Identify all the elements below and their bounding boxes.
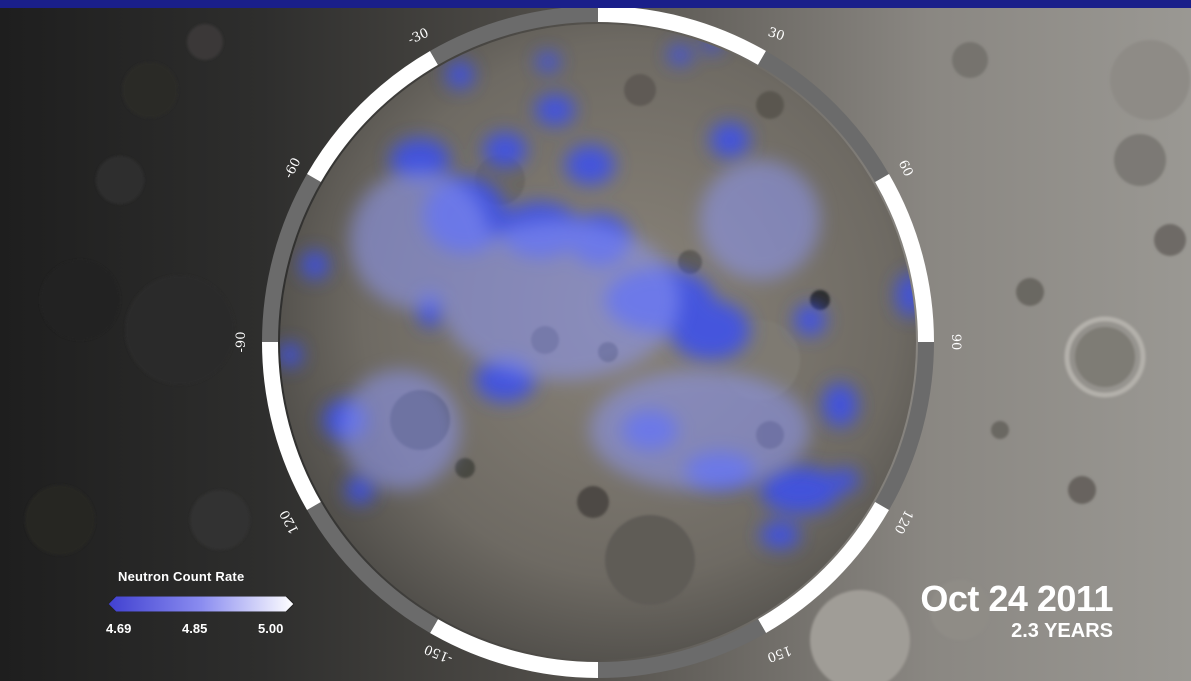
ring-segment — [597, 6, 766, 65]
ring-segment — [430, 619, 599, 678]
ring-segment — [307, 501, 439, 633]
ring-segment — [262, 341, 321, 510]
legend-mid-label: 4.85 — [182, 621, 208, 636]
ring-label-60: 60 — [895, 158, 916, 179]
legend-color-bar — [108, 596, 294, 612]
legend-max-label: 5.00 — [258, 621, 284, 636]
ring-label-30: 30 — [766, 25, 786, 44]
elapsed-time-label: 2.3 YEARS — [1011, 620, 1113, 642]
neutron-count-legend: Neutron Count Rate 4.69 4.85 5.00 — [100, 566, 300, 646]
background-craters — [25, 24, 1190, 681]
ring-segment — [875, 341, 934, 510]
ring-segment — [262, 174, 321, 343]
ring-segment — [875, 174, 934, 343]
longitude-ring — [262, 6, 934, 678]
ring-segment — [757, 51, 889, 183]
date-label: Oct 24 2011 — [920, 578, 1113, 619]
ring-segment — [597, 619, 766, 678]
ring-label-90: 90 — [948, 334, 963, 351]
ring-label-neg90: -90 — [234, 332, 249, 353]
ring-segment — [430, 6, 599, 65]
legend-min-label: 4.69 — [106, 621, 132, 636]
legend-title: Neutron Count Rate — [118, 569, 245, 584]
ring-segment — [757, 501, 889, 633]
top-bar — [0, 0, 1191, 8]
ring-segment — [307, 51, 439, 183]
neutron-count-overlay — [280, 37, 916, 549]
